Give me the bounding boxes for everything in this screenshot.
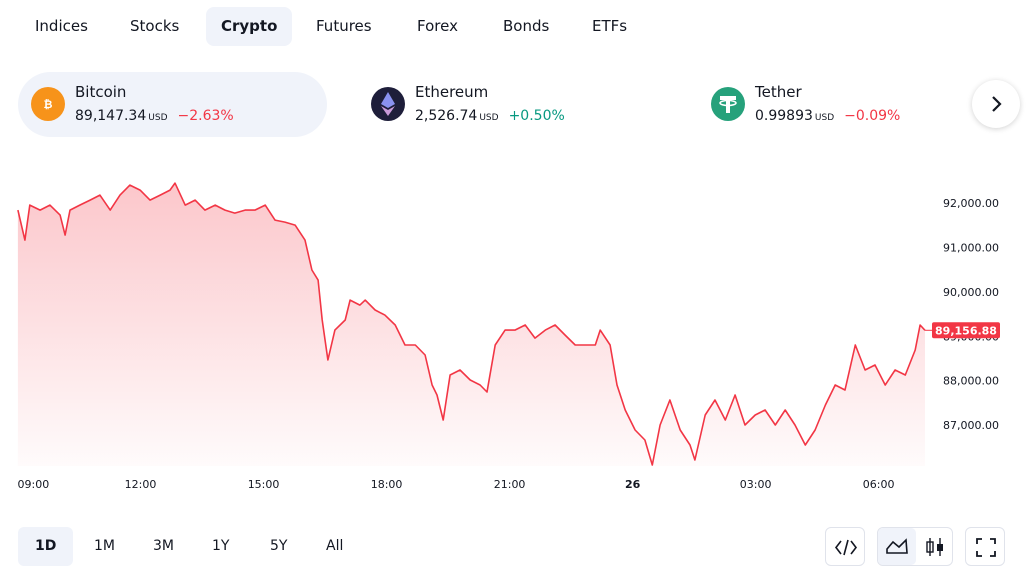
x-tick-label: 18:00 — [371, 478, 403, 491]
ticker-quote: 89,147.34 USD −2.63% — [75, 108, 234, 124]
ticker-price: 89,147.34 — [75, 108, 147, 124]
candle-style-button[interactable] — [916, 528, 954, 565]
x-tick-label: 09:00 — [18, 478, 50, 491]
price-chart: 87,000.0088,000.0089,000.0090,000.0091,0… — [17, 182, 1000, 491]
y-tick-label: 90,000.00 — [943, 286, 999, 299]
market-tab[interactable]: Forex — [417, 17, 458, 35]
ticker-name: Bitcoin — [75, 83, 127, 101]
svg-text:₿: ₿ — [44, 98, 53, 111]
area-style-button[interactable] — [878, 528, 916, 565]
ticker-quote: 0.99893 USD −0.09% — [755, 108, 900, 124]
y-tick-label: 92,000.00 — [943, 197, 999, 210]
ticker-price: 2,526.74 — [415, 108, 478, 124]
x-tick-label: 06:00 — [863, 478, 895, 491]
coin-icon — [371, 87, 405, 121]
range-button[interactable]: 1M — [94, 538, 115, 554]
range-button[interactable]: 1D — [18, 527, 74, 566]
ticker-name: Ethereum — [415, 83, 489, 101]
chevron-icon — [992, 96, 1002, 112]
ticker-price: 0.99893 — [755, 108, 813, 124]
ticker-quote: 2,526.74 USD +0.50% — [415, 108, 565, 124]
ticker-change: −0.09% — [844, 108, 901, 124]
x-tick-label: 26 — [625, 478, 641, 491]
y-tick-label: 87,000.00 — [943, 419, 999, 432]
market-tab[interactable]: Indices — [35, 17, 88, 35]
ticker-currency: USD — [479, 113, 499, 123]
fullscreen-button[interactable] — [965, 527, 1005, 566]
current-price-label: 89,156.88 — [935, 324, 997, 337]
x-tick-label: 21:00 — [494, 478, 526, 491]
ticker-card[interactable]: Ethereum 2,526.74 USD +0.50% — [358, 72, 667, 137]
market-tab[interactable]: Bonds — [503, 17, 550, 35]
y-tick-label: 88,000.00 — [943, 375, 999, 388]
fullscreen-icon — [976, 538, 996, 557]
area-icon — [886, 538, 908, 554]
ticker-change: +0.50% — [508, 108, 565, 124]
code-icon — [834, 539, 858, 556]
ticker-change: −2.63% — [177, 108, 234, 124]
y-tick-label: 91,000.00 — [943, 241, 999, 254]
ticker-name: Tether — [755, 83, 802, 101]
market-tab[interactable]: ETFs — [592, 17, 628, 35]
x-tick-label: 15:00 — [248, 478, 280, 491]
price-line — [17, 182, 926, 466]
range-button[interactable]: 5Y — [270, 538, 288, 554]
ticker-currency: USD — [148, 113, 168, 123]
next-button[interactable] — [972, 80, 1020, 128]
range-button[interactable]: 3M — [153, 538, 174, 554]
range-button[interactable]: 1Y — [212, 538, 230, 554]
current-price-tag — [932, 322, 1000, 339]
ticker-currency: USD — [814, 113, 835, 123]
market-tab[interactable]: Crypto — [206, 7, 293, 46]
coin-icon: ₿ — [31, 87, 65, 121]
x-tick-label: 12:00 — [125, 478, 157, 491]
ticker-card[interactable]: Tether 0.99893 USD −0.09% — [698, 72, 1007, 137]
candle-icon — [926, 538, 943, 556]
range-button[interactable]: All — [326, 538, 344, 554]
market-tab[interactable]: Futures — [316, 17, 372, 35]
market-tab[interactable]: Stocks — [130, 17, 180, 35]
chart-style-toggle — [877, 527, 953, 566]
embed-button[interactable] — [825, 527, 865, 566]
area-fill — [17, 183, 925, 466]
coin-icon — [711, 87, 745, 121]
ticker-card[interactable]: ₿ Bitcoin 89,147.34 USD −2.63% — [18, 72, 327, 137]
x-tick-label: 03:00 — [740, 478, 772, 491]
